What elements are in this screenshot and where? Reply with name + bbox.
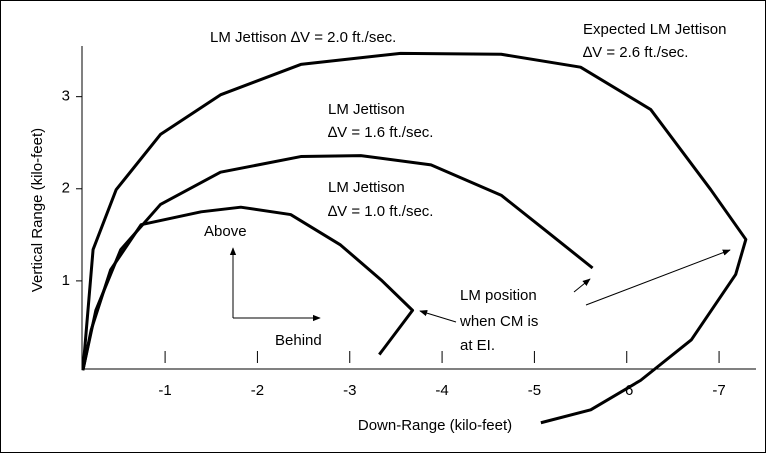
annotation: Expected LM Jettison	[583, 21, 726, 38]
annotation: at EI.	[460, 337, 495, 354]
annotation: ∆V = 2.6 ft./sec.	[583, 44, 688, 61]
curve	[81, 51, 748, 425]
arrows	[229, 247, 731, 323]
y-tick-label: 1	[62, 272, 70, 289]
annotation: LM position	[460, 287, 537, 304]
y-axis-label: Vertical Range (kilo-feet)	[29, 128, 46, 292]
y-tick-label: 3	[62, 88, 70, 105]
annotation: LM Jettison	[328, 179, 405, 196]
curve	[81, 154, 594, 371]
x-tick-label: -5	[528, 382, 541, 399]
x-tick-label: -1	[158, 382, 171, 399]
annotation: LM Jettison	[328, 101, 405, 118]
x-axis-label: Down-Range (kilo-feet)	[358, 417, 512, 434]
annotation: ∆V = 1.0 ft./sec.	[328, 203, 433, 220]
annotation: Above	[204, 223, 247, 240]
x-tick-label: -3	[343, 382, 356, 399]
x-tick-label: -2	[251, 382, 264, 399]
x-tick-label: -4	[435, 382, 448, 399]
x-tick-label: -7	[712, 382, 725, 399]
annotation: Behind	[275, 332, 322, 349]
curve	[81, 205, 415, 371]
annotation: when CM is	[459, 313, 538, 330]
annotation: LM Jettison ∆V = 2.0 ft./sec.	[210, 29, 396, 46]
y-tick-label: 2	[62, 180, 70, 197]
annotation: ∆V = 1.6 ft./sec.	[328, 124, 433, 141]
